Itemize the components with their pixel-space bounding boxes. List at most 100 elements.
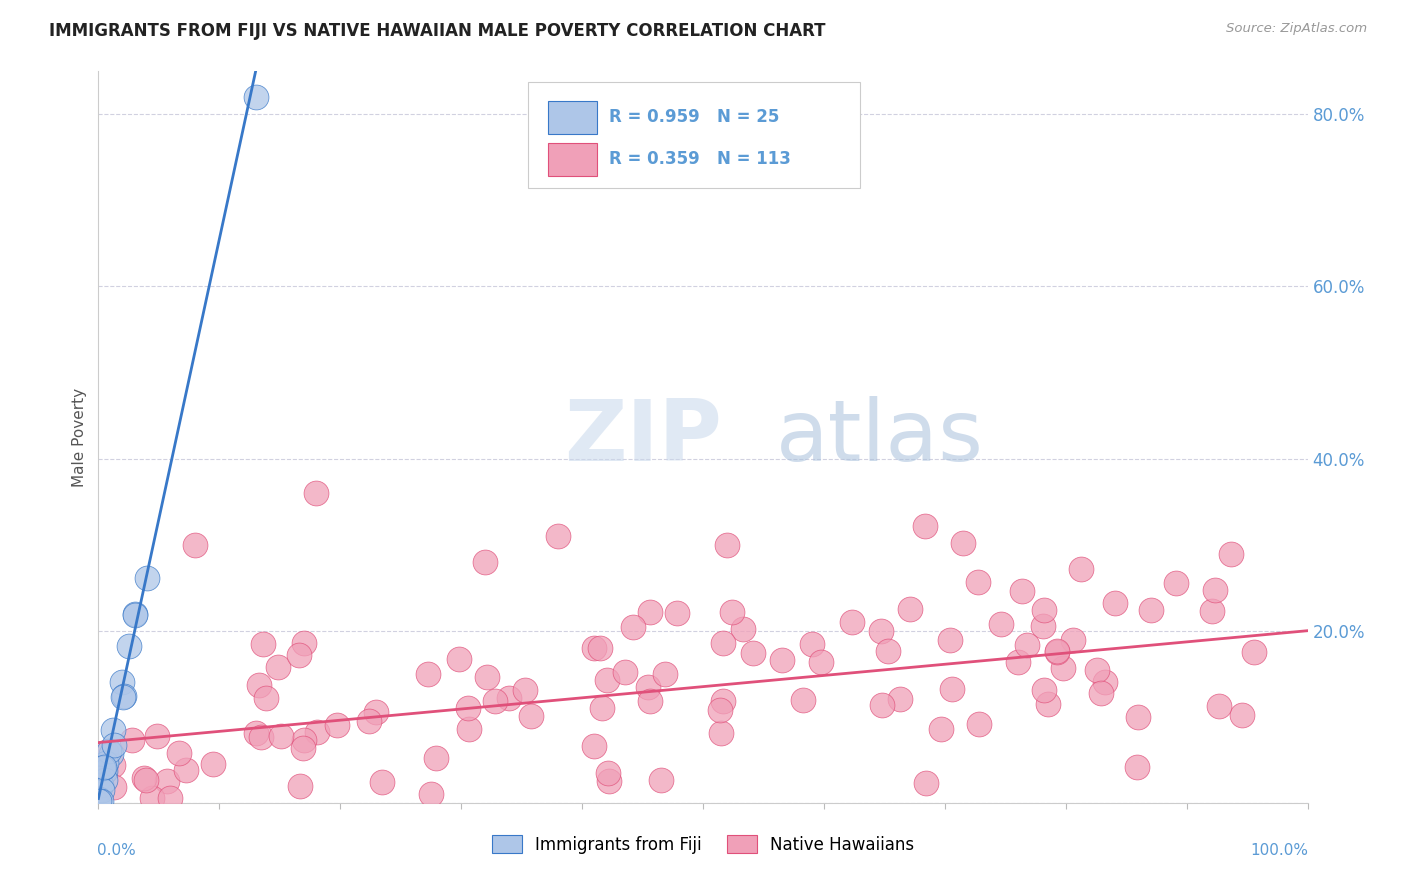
Point [1201, 604, 1223, 618]
Point [174, 763, 197, 777]
Point [1046, 645, 1069, 659]
Point [1052, 661, 1074, 675]
Point [156, 774, 179, 789]
Point [475, 670, 498, 684]
Point [94, 772, 117, 787]
Point [247, 678, 270, 692]
Point [124, 607, 146, 621]
Point [770, 652, 793, 666]
Point [134, 771, 156, 785]
Text: R = 0.959   N = 25: R = 0.959 N = 25 [609, 108, 779, 126]
Legend: Immigrants from Fiji, Native Hawaiians: Immigrants from Fiji, Native Hawaiians [485, 829, 921, 860]
Point [640, 605, 662, 619]
Point [447, 651, 470, 665]
Point [270, 729, 292, 743]
Point [252, 637, 274, 651]
Point [870, 624, 893, 638]
Point [967, 716, 990, 731]
Point [249, 730, 271, 744]
Point [94, 756, 117, 770]
Point [621, 619, 644, 633]
Point [990, 617, 1012, 632]
Point [1230, 707, 1253, 722]
Point [1094, 675, 1116, 690]
Point [650, 772, 672, 787]
Point [94, 764, 117, 778]
Point [498, 690, 520, 705]
Point [112, 690, 135, 704]
Point [898, 602, 921, 616]
FancyBboxPatch shape [527, 82, 860, 188]
Point [1166, 576, 1188, 591]
Text: Source: ZipAtlas.com: Source: ZipAtlas.com [1226, 22, 1367, 36]
Point [792, 693, 814, 707]
Point [111, 674, 134, 689]
Point [90, 782, 112, 797]
Point [366, 706, 388, 720]
Point [941, 682, 963, 697]
Point [1038, 697, 1060, 711]
Point [419, 788, 441, 802]
Point [305, 486, 328, 500]
Point [1243, 645, 1265, 659]
Point [326, 718, 349, 732]
Point [1032, 682, 1054, 697]
Point [111, 690, 134, 704]
Point [89, 783, 111, 797]
Point [90, 778, 112, 792]
Point [1126, 760, 1149, 774]
Point [654, 667, 676, 681]
Point [598, 774, 620, 789]
Point [1219, 547, 1241, 561]
Point [1090, 686, 1112, 700]
Point [582, 739, 605, 754]
Point [711, 694, 734, 708]
Point [1011, 583, 1033, 598]
Point [800, 637, 823, 651]
Point [1126, 710, 1149, 724]
Point [914, 519, 936, 533]
Point [416, 667, 439, 681]
Point [287, 648, 309, 663]
Point [357, 714, 380, 728]
Point [520, 709, 543, 723]
Point [484, 694, 506, 708]
Point [1085, 663, 1108, 677]
Point [1104, 596, 1126, 610]
Point [637, 680, 659, 694]
Text: R = 0.359   N = 113: R = 0.359 N = 113 [609, 150, 790, 168]
Point [91, 761, 114, 775]
Point [202, 756, 225, 771]
Point [94, 745, 117, 759]
Point [87, 792, 110, 806]
Point [184, 538, 207, 552]
Y-axis label: Male Poverty: Male Poverty [72, 387, 87, 487]
Point [457, 701, 479, 715]
Point [103, 780, 125, 795]
Point [889, 691, 911, 706]
Point [547, 529, 569, 543]
Point [614, 665, 637, 680]
Point [716, 538, 738, 552]
Point [710, 726, 733, 740]
Point [370, 774, 392, 789]
Point [307, 724, 329, 739]
Point [1062, 633, 1084, 648]
FancyBboxPatch shape [548, 143, 596, 176]
Point [640, 694, 662, 708]
Point [810, 655, 832, 669]
Point [474, 555, 496, 569]
Point [267, 660, 290, 674]
Point [582, 640, 605, 655]
Point [939, 632, 962, 647]
Point [101, 723, 124, 737]
Text: IMMIGRANTS FROM FIJI VS NATIVE HAWAIIAN MALE POVERTY CORRELATION CHART: IMMIGRANTS FROM FIJI VS NATIVE HAWAIIAN … [49, 22, 825, 40]
Point [666, 606, 689, 620]
Point [141, 791, 163, 805]
Point [596, 673, 619, 687]
Point [967, 575, 990, 590]
Point [589, 641, 612, 656]
Point [1032, 619, 1054, 633]
Point [1046, 644, 1069, 658]
Point [146, 729, 169, 743]
